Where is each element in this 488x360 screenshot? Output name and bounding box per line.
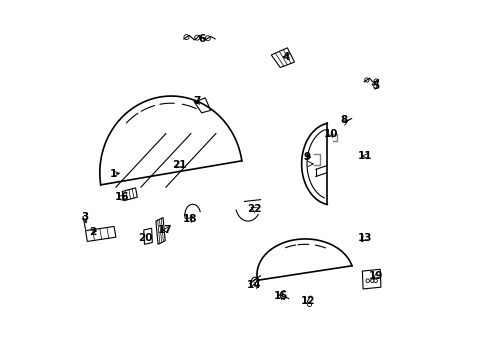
Circle shape bbox=[373, 79, 378, 83]
Text: 14: 14 bbox=[247, 280, 261, 291]
Polygon shape bbox=[362, 269, 380, 289]
Text: 16: 16 bbox=[115, 192, 129, 202]
Text: 7: 7 bbox=[193, 96, 201, 107]
Text: 5: 5 bbox=[371, 81, 379, 91]
Text: 13: 13 bbox=[357, 233, 372, 243]
Text: 15: 15 bbox=[273, 291, 287, 301]
Circle shape bbox=[183, 35, 188, 40]
Text: 6: 6 bbox=[198, 33, 205, 44]
Polygon shape bbox=[271, 48, 294, 67]
Polygon shape bbox=[122, 188, 137, 201]
Circle shape bbox=[364, 78, 368, 82]
Polygon shape bbox=[85, 226, 116, 242]
Text: 21: 21 bbox=[172, 160, 186, 170]
Text: 3: 3 bbox=[81, 212, 88, 222]
Text: 11: 11 bbox=[357, 151, 372, 161]
Text: 18: 18 bbox=[183, 214, 197, 224]
Circle shape bbox=[205, 36, 210, 41]
Circle shape bbox=[194, 35, 199, 40]
Circle shape bbox=[370, 279, 373, 283]
Text: 20: 20 bbox=[138, 233, 152, 243]
Text: 2: 2 bbox=[89, 227, 96, 237]
Circle shape bbox=[365, 279, 369, 283]
Polygon shape bbox=[194, 98, 210, 113]
Text: 4: 4 bbox=[283, 52, 290, 62]
Polygon shape bbox=[156, 217, 165, 244]
Text: 17: 17 bbox=[158, 225, 172, 235]
Text: 12: 12 bbox=[300, 296, 315, 306]
Text: 8: 8 bbox=[340, 115, 346, 125]
Text: 19: 19 bbox=[368, 271, 383, 282]
Text: 1: 1 bbox=[109, 169, 117, 179]
Text: 10: 10 bbox=[323, 129, 338, 139]
Circle shape bbox=[373, 279, 377, 283]
Text: 22: 22 bbox=[247, 204, 261, 214]
Text: 9: 9 bbox=[303, 152, 310, 162]
Polygon shape bbox=[143, 228, 152, 244]
